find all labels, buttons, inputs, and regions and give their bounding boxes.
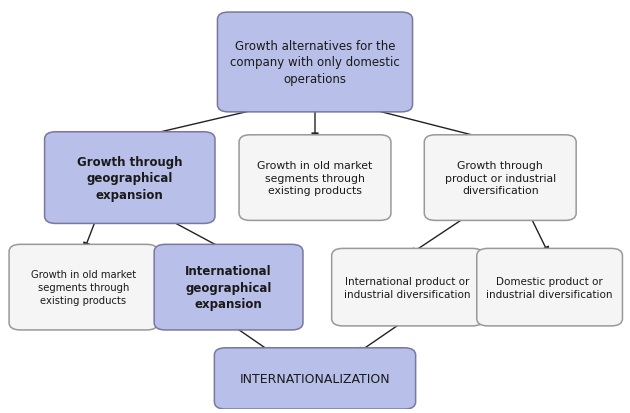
FancyBboxPatch shape [214, 348, 416, 409]
FancyBboxPatch shape [424, 135, 576, 221]
Text: Growth through
product or industrial
diversification: Growth through product or industrial div… [445, 160, 556, 196]
FancyBboxPatch shape [239, 135, 391, 221]
Text: INTERNATIONALIZATION: INTERNATIONALIZATION [239, 372, 391, 385]
Text: Domestic product or
industrial diversification: Domestic product or industrial diversifi… [486, 276, 613, 299]
Text: International
geographical
expansion: International geographical expansion [185, 264, 272, 311]
FancyBboxPatch shape [217, 13, 413, 113]
FancyBboxPatch shape [45, 133, 215, 224]
Text: Growth alternatives for the
company with only domestic
operations: Growth alternatives for the company with… [230, 40, 400, 86]
FancyBboxPatch shape [154, 245, 303, 330]
FancyBboxPatch shape [331, 249, 484, 326]
Text: Growth through
geographical
expansion: Growth through geographical expansion [77, 155, 183, 201]
Text: International product or
industrial diversification: International product or industrial dive… [345, 276, 471, 299]
FancyBboxPatch shape [9, 245, 158, 330]
Text: Growth in old market
segments through
existing products: Growth in old market segments through ex… [258, 160, 372, 196]
Text: Growth in old market
segments through
existing products: Growth in old market segments through ex… [31, 270, 136, 305]
FancyBboxPatch shape [477, 249, 622, 326]
